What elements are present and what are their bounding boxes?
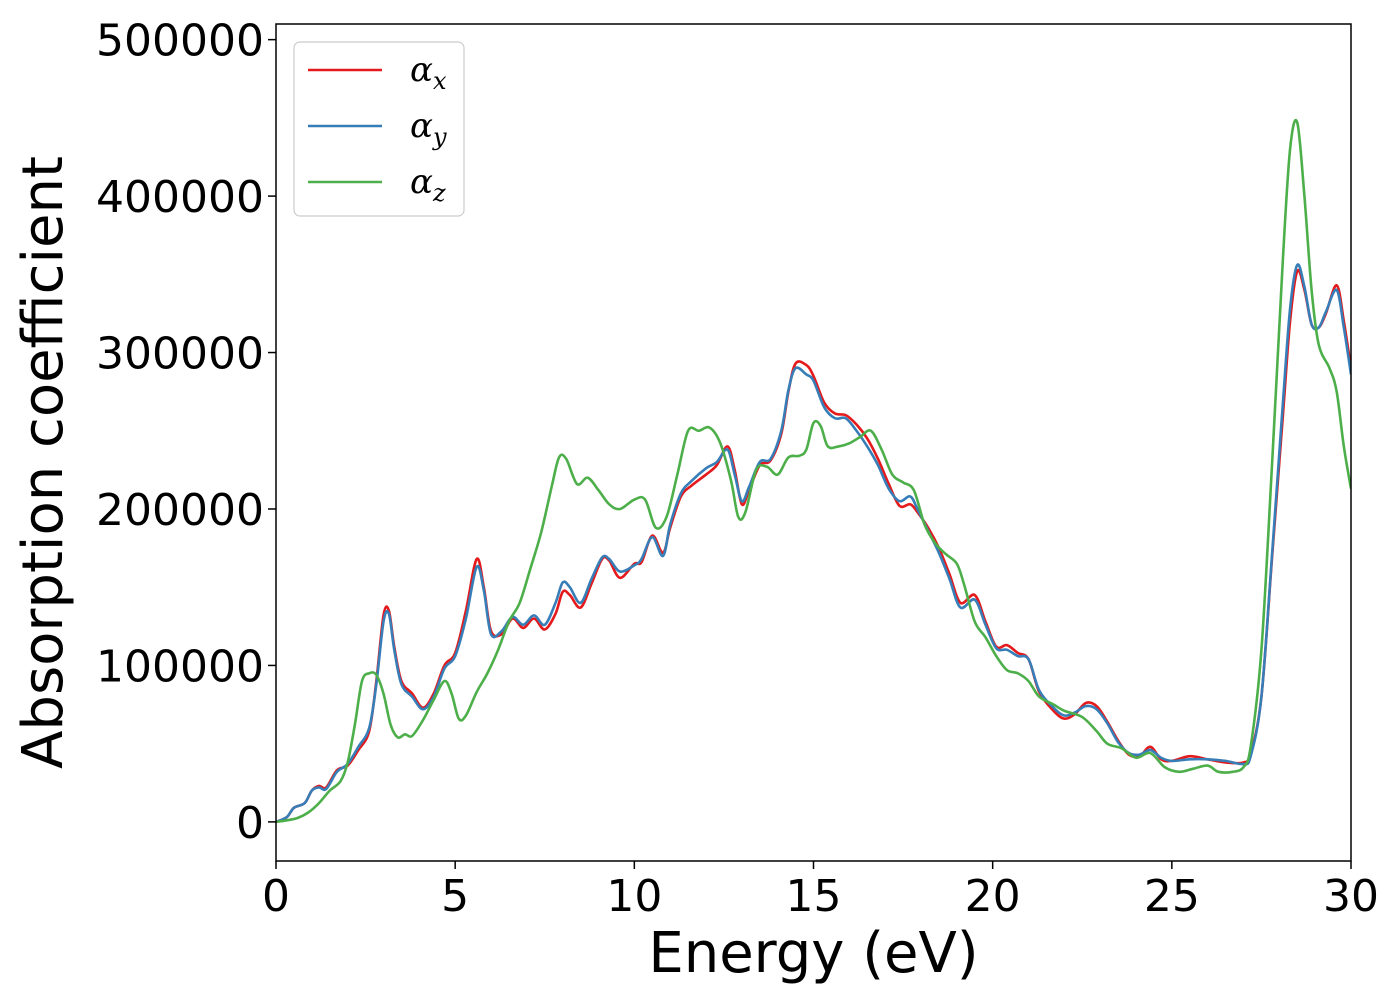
series-layer	[276, 118, 1351, 824]
series-line-y	[276, 263, 1351, 824]
y-axis-label: Absorption coefficient	[11, 156, 76, 769]
x-tick-label: 30	[1323, 871, 1379, 922]
y-tick-label: 0	[236, 798, 264, 849]
x-axis-label: Energy (eV)	[648, 921, 978, 986]
x-tick-label: 25	[1144, 871, 1200, 922]
x-tick-label: 0	[262, 871, 290, 922]
series-line-z	[276, 118, 1351, 824]
ticks-layer: 0 5 10 15 20 25 30 0 100000 200000 300000 400000 500…	[96, 16, 1379, 922]
y-tick-label: 200000	[96, 485, 264, 536]
legend-box	[293, 41, 465, 217]
y-tick-label: 500000	[96, 16, 264, 67]
y-tick-label: 100000	[96, 641, 264, 692]
y-tick-label: 300000	[96, 329, 264, 380]
x-tick-label: 10	[606, 871, 662, 922]
x-tick-label: 15	[786, 871, 842, 922]
x-tick-label: 20	[965, 871, 1021, 922]
x-tick-label: 5	[441, 871, 469, 922]
series-line-x	[276, 268, 1351, 824]
legend-label-z: αz	[410, 162, 446, 207]
y-tick-label: 400000	[96, 172, 264, 223]
